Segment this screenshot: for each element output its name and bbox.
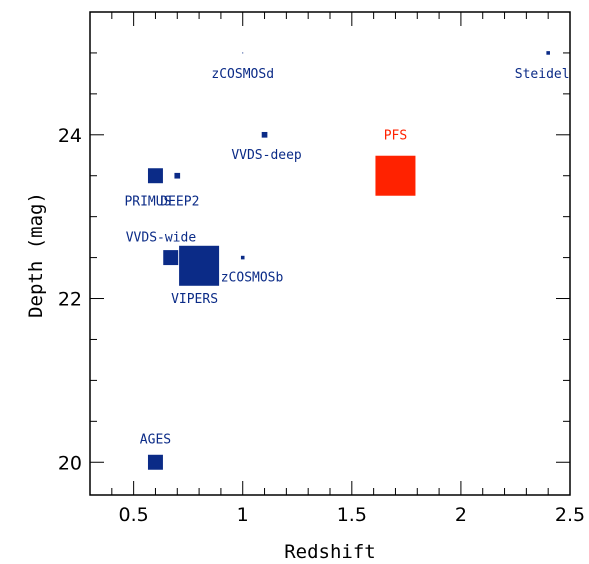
- point-label-vipers: VIPERS: [171, 292, 218, 307]
- point-label-zcosmosb: zCOSMOSb: [221, 271, 284, 286]
- point-vvds-deep: [261, 131, 268, 138]
- data-points: [147, 51, 550, 470]
- point-steidel: [546, 51, 550, 55]
- x-tick-label: 2: [455, 504, 467, 526]
- x-tick-label: 1: [237, 504, 249, 526]
- y-axis-title: Depth (mag): [25, 192, 47, 318]
- y-tick-label: 24: [58, 125, 82, 147]
- point-primus: [147, 168, 163, 184]
- point-deep2: [174, 172, 181, 179]
- point-label-ages: AGES: [140, 432, 171, 447]
- x-tick-label: 2.5: [555, 504, 585, 526]
- axis-ticks: [89, 11, 571, 495]
- point-vvds-wide: [163, 250, 179, 266]
- point-label-vvds-wide: VVDS-wide: [126, 231, 197, 246]
- plot-frame: [89, 11, 571, 496]
- point-label-vvds-deep: VVDS-deep: [231, 148, 302, 163]
- x-axis-title: Redshift: [284, 541, 376, 563]
- y-tick-label: 20: [58, 452, 82, 474]
- point-ages: [147, 454, 163, 470]
- point-label-pfs: PFS: [384, 129, 407, 144]
- axis-tick-labels: 0.5 1 1.5 2 2.5 20 22 24: [58, 125, 585, 526]
- point-label-primus: PRIMUS: [124, 195, 171, 210]
- point-pfs: [375, 155, 416, 196]
- point-zcosmosb: [240, 255, 245, 260]
- y-tick-label: 22: [58, 289, 82, 311]
- point-label-zcosmosd: zCOSMOSd: [211, 67, 274, 82]
- point-label-deep2: DEEP2: [160, 195, 199, 210]
- x-tick-label: 0.5: [119, 504, 149, 526]
- point-vipers: [179, 245, 220, 286]
- x-tick-label: 1.5: [337, 504, 367, 526]
- point-zcosmosd: [242, 52, 244, 54]
- point-label-steidel: Steidel: [515, 67, 570, 82]
